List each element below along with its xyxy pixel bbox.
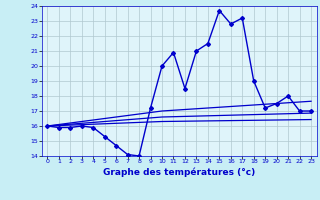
X-axis label: Graphe des températures (°c): Graphe des températures (°c) [103,167,255,177]
